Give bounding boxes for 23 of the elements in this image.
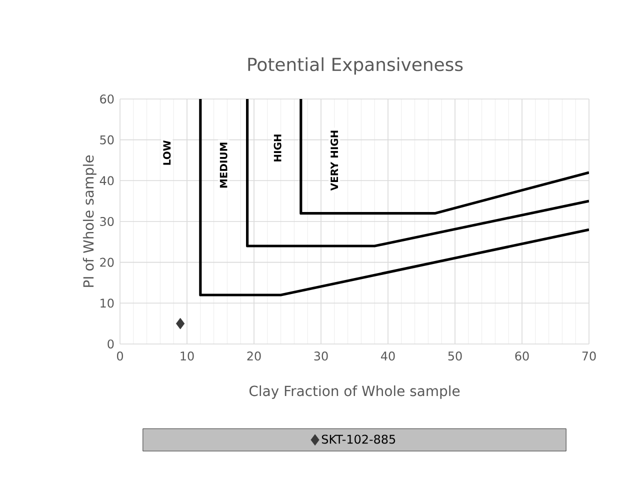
- y-axis-title: PI of Whole sample: [82, 155, 96, 287]
- chart-title: Potential Expansiveness: [248, 57, 463, 75]
- x-tick-label: 70: [582, 352, 596, 361]
- y-tick-label: 20: [100, 258, 114, 267]
- x-tick-label: 50: [448, 352, 462, 361]
- legend-label: SKT-102-885: [322, 434, 396, 444]
- annotation: MEDIUM: [220, 142, 228, 188]
- annotation: LOW: [163, 140, 171, 165]
- x-tick-label: 20: [247, 352, 261, 361]
- y-tick-label: 60: [100, 94, 114, 104]
- x-tick-label: 0: [116, 352, 124, 361]
- x-tick-label: 30: [314, 352, 328, 361]
- y-tick-label: 30: [100, 216, 114, 226]
- annotation: HIGH: [274, 134, 282, 162]
- y-tick-label: 50: [100, 135, 114, 144]
- y-tick-label: 40: [100, 176, 114, 186]
- annotation: VERY HIGH: [330, 130, 338, 191]
- x-tick-label: 60: [515, 352, 529, 361]
- y-tick-label: 0: [108, 339, 114, 349]
- x-tick-label: 40: [380, 352, 395, 361]
- x-axis-title: Clay Fraction of Whole sample: [249, 385, 460, 399]
- x-tick-label: 10: [180, 352, 194, 361]
- y-tick-label: 10: [100, 298, 114, 308]
